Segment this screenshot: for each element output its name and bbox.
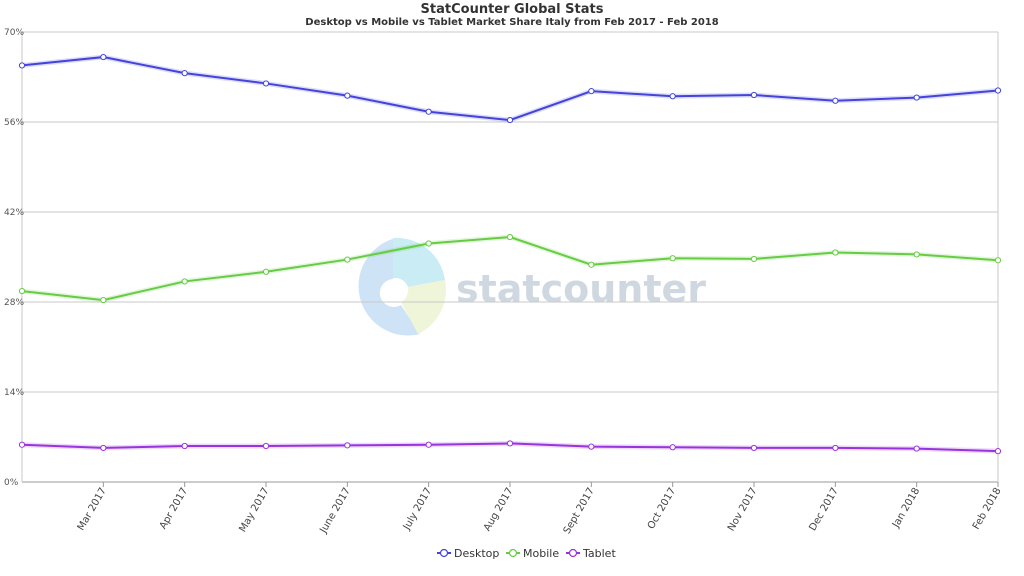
- series-tablet-point[interactable]: [18, 441, 26, 448]
- series-desktop-point[interactable]: [588, 88, 595, 95]
- legend-label-mobile: Mobile: [523, 547, 559, 560]
- series-tablet: [18, 440, 1002, 455]
- watermark-logo-yellow: [401, 280, 446, 334]
- series-desktop-point[interactable]: [262, 80, 270, 87]
- series-mobile-point[interactable]: [588, 261, 595, 268]
- watermark-logo-cyan: [393, 237, 445, 287]
- series-desktop-point[interactable]: [100, 53, 107, 61]
- series-desktop-point[interactable]: [832, 97, 839, 104]
- x-tick-label: Dec 2017: [807, 486, 841, 533]
- series-mobile-point[interactable]: [994, 257, 1002, 264]
- chart-title: StatCounter Global Stats: [421, 2, 604, 17]
- series-mobile-point[interactable]: [344, 256, 351, 263]
- series-tablet-point[interactable]: [181, 442, 188, 450]
- x-tick-label: Aug 2017: [482, 486, 516, 533]
- watermark-text: statcounter: [456, 267, 706, 311]
- series-tablet-point[interactable]: [832, 444, 839, 452]
- series-mobile-point[interactable]: [18, 287, 26, 295]
- y-tick-label: 0%: [4, 478, 19, 488]
- y-tick-label: 70%: [4, 28, 24, 38]
- series-tablet-point[interactable]: [506, 440, 514, 447]
- series-mobile-point[interactable]: [100, 296, 107, 304]
- legend-item-tablet[interactable]: Tablet: [566, 547, 616, 560]
- legend-label-desktop: Desktop: [454, 547, 499, 560]
- y-tick-label: 42%: [4, 208, 24, 218]
- series-mobile-point[interactable]: [262, 268, 270, 275]
- series-desktop-point[interactable]: [181, 70, 188, 77]
- y-tick-label: 28%: [4, 298, 24, 308]
- legend-label-tablet: Tablet: [582, 547, 616, 560]
- series-desktop-line: [21, 56, 999, 122]
- series-tablet-point[interactable]: [425, 441, 432, 448]
- watermark-logo-blue: [358, 238, 420, 336]
- x-tick-label: Feb 2018: [971, 486, 1004, 532]
- series-desktop-point[interactable]: [669, 93, 676, 100]
- series-desktop-shadow: [21, 54, 999, 123]
- x-tick-label: Mar 2017: [76, 486, 109, 533]
- series-mobile: [18, 233, 1002, 304]
- series-mobile-point[interactable]: [506, 233, 514, 241]
- series-tablet-point[interactable]: [588, 443, 595, 450]
- series-mobile-point[interactable]: [425, 240, 432, 247]
- x-tick-label: Sept 2017: [562, 486, 597, 536]
- y-axis-ticks: 0% 14% 28% 42% 56% 70%: [4, 28, 24, 488]
- y-tick-label: 56%: [4, 118, 24, 128]
- series-mobile-point[interactable]: [750, 255, 758, 263]
- series-tablet-point[interactable]: [262, 442, 270, 450]
- series-mobile-point[interactable]: [913, 251, 920, 258]
- series-tablet-point[interactable]: [913, 445, 920, 452]
- statcounter-watermark: statcounter: [358, 237, 706, 336]
- series-tablet-point[interactable]: [344, 442, 351, 449]
- series-desktop-point[interactable]: [506, 116, 514, 124]
- legend-marker-mobile: [508, 548, 518, 558]
- legend-marker-desktop: [439, 548, 449, 558]
- x-tick-label: July 2017: [401, 486, 434, 533]
- series-mobile-point[interactable]: [181, 278, 188, 285]
- chart-subtitle: Desktop vs Mobile vs Tablet Market Share…: [305, 17, 718, 28]
- series-mobile-point[interactable]: [669, 255, 676, 262]
- x-axis-ticks: Mar 2017 Apr 2017 May 2017 June 2017 July 20…: [76, 482, 1004, 536]
- series-desktop-point[interactable]: [750, 91, 758, 99]
- series-mobile-point[interactable]: [832, 249, 839, 256]
- x-tick-label: May 2017: [237, 486, 271, 534]
- series-lines: [18, 53, 1002, 455]
- legend[interactable]: Desktop Mobile Tablet: [437, 547, 616, 560]
- x-tick-label: Apr 2017: [158, 486, 190, 531]
- x-tick-label: Jan 2018: [890, 486, 922, 531]
- y-tick-label: 14%: [4, 388, 24, 398]
- series-tablet-point[interactable]: [100, 444, 107, 452]
- series-desktop-point[interactable]: [994, 87, 1002, 94]
- series-desktop-point[interactable]: [425, 108, 432, 115]
- series-desktop-point[interactable]: [18, 62, 26, 69]
- x-tick-label: June 2017: [318, 486, 353, 536]
- series-tablet-point[interactable]: [994, 448, 1002, 455]
- series-desktop: [18, 53, 1002, 124]
- legend-item-desktop[interactable]: Desktop: [437, 547, 499, 560]
- series-desktop-point[interactable]: [344, 92, 351, 99]
- x-tick-label: Nov 2017: [726, 486, 760, 533]
- legend-marker-tablet: [568, 548, 578, 558]
- series-desktop-point[interactable]: [913, 94, 920, 101]
- x-tick-label: Oct 2017: [646, 486, 678, 531]
- legend-item-mobile[interactable]: Mobile: [506, 547, 559, 560]
- series-tablet-point[interactable]: [669, 444, 676, 451]
- series-tablet-point[interactable]: [750, 444, 758, 452]
